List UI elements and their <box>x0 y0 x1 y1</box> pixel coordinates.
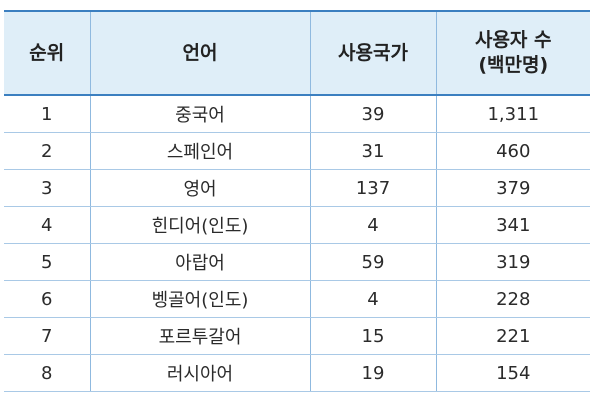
cell-countries: 39 <box>309 95 436 133</box>
cell-rank: 7 <box>4 317 90 355</box>
cell-users: 460 <box>435 132 590 170</box>
cell-countries: 137 <box>309 169 436 207</box>
cell-users: 379 <box>435 169 590 207</box>
cell-language: 러시아어 <box>89 354 310 392</box>
language-ranking-table-container: 순위 언어 사용국가 사용자 수 (백만명) 1 중국어 39 1,311 2 … <box>4 10 590 392</box>
cell-rank: 3 <box>4 169 90 207</box>
cell-language: 벵골어(인도) <box>89 280 310 318</box>
table-row: 5 아랍어 59 319 <box>4 243 590 281</box>
cell-language: 아랍어 <box>89 243 310 281</box>
cell-language: 포르투갈어 <box>89 317 310 355</box>
cell-rank: 8 <box>4 354 90 392</box>
header-row: 순위 언어 사용국가 사용자 수 (백만명) <box>4 10 590 96</box>
cell-language: 스페인어 <box>89 132 310 170</box>
header-rank: 순위 <box>4 10 90 96</box>
table-header: 순위 언어 사용국가 사용자 수 (백만명) <box>4 10 590 96</box>
table-body: 1 중국어 39 1,311 2 스페인어 31 460 3 영어 137 37… <box>4 95 590 392</box>
header-language: 언어 <box>89 10 310 96</box>
cell-countries: 4 <box>309 280 436 318</box>
table-row: 2 스페인어 31 460 <box>4 132 590 170</box>
language-ranking-table: 순위 언어 사용국가 사용자 수 (백만명) 1 중국어 39 1,311 2 … <box>4 10 590 392</box>
cell-countries: 15 <box>309 317 436 355</box>
cell-countries: 19 <box>309 354 436 392</box>
cell-language: 영어 <box>89 169 310 207</box>
table-row: 7 포르투갈어 15 221 <box>4 317 590 355</box>
cell-language: 힌디어(인도) <box>89 206 310 244</box>
cell-users: 1,311 <box>435 95 590 133</box>
cell-countries: 31 <box>309 132 436 170</box>
table-row: 3 영어 137 379 <box>4 169 590 207</box>
cell-countries: 4 <box>309 206 436 244</box>
cell-rank: 2 <box>4 132 90 170</box>
table-row: 1 중국어 39 1,311 <box>4 95 590 133</box>
cell-rank: 4 <box>4 206 90 244</box>
cell-rank: 6 <box>4 280 90 318</box>
cell-users: 228 <box>435 280 590 318</box>
cell-users: 221 <box>435 317 590 355</box>
header-users-unit: (백만명) <box>478 54 549 76</box>
header-users: 사용자 수 (백만명) <box>435 10 590 96</box>
cell-language: 중국어 <box>89 95 310 133</box>
cell-rank: 1 <box>4 95 90 133</box>
cell-users: 319 <box>435 243 590 281</box>
cell-users: 154 <box>435 354 590 392</box>
table-row: 6 벵골어(인도) 4 228 <box>4 280 590 318</box>
table-row: 4 힌디어(인도) 4 341 <box>4 206 590 244</box>
table-row: 8 러시아어 19 154 <box>4 354 590 392</box>
cell-users: 341 <box>435 206 590 244</box>
cell-countries: 59 <box>309 243 436 281</box>
cell-rank: 5 <box>4 243 90 281</box>
header-users-label: 사용자 수 <box>474 29 552 52</box>
header-countries: 사용국가 <box>309 10 436 96</box>
